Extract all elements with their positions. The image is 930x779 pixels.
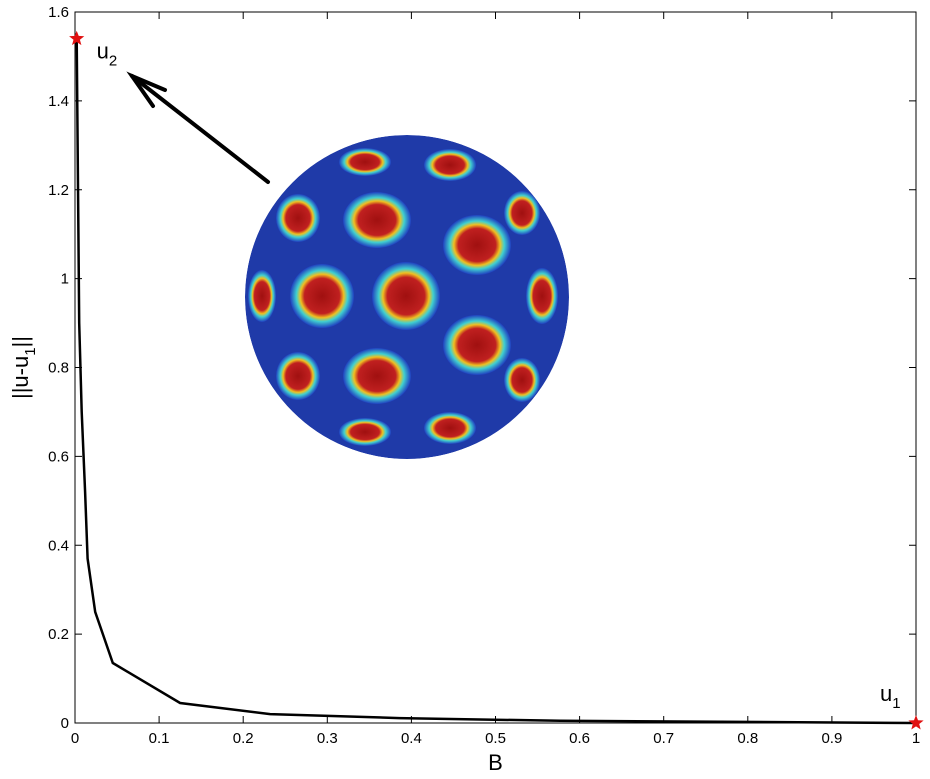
x-axis-label: B — [488, 750, 503, 774]
annotation: u2 — [97, 39, 118, 70]
y-tick-label: 0.4 — [48, 537, 69, 554]
y-tick-label: 0.6 — [48, 448, 69, 465]
x-tick-label: 0.9 — [821, 730, 842, 747]
y-tick-label: 0.8 — [48, 360, 69, 377]
y-axis-label-text: ||u-u — [8, 356, 33, 399]
x-tick-label: 1 — [912, 730, 920, 747]
y-axis-label: ||u-u1|| — [8, 336, 39, 399]
y-tick-label: 1.2 — [48, 182, 69, 199]
star-marker — [69, 30, 85, 46]
annotation-sub: 2 — [109, 53, 117, 70]
y-axis-label-suffix: || — [8, 336, 33, 347]
y-tick-label: 0 — [61, 715, 69, 732]
y-tick-label: 1.4 — [48, 93, 69, 110]
y-tick-label: 1.6 — [48, 4, 69, 21]
y-axis-label-sub: 1 — [22, 347, 39, 355]
data-line — [75, 38, 917, 725]
x-tick-label: 0.3 — [317, 730, 338, 747]
annotation-sub: 1 — [892, 695, 900, 712]
x-tick-label: 0.4 — [401, 730, 422, 747]
y-tick-label: 0.2 — [48, 626, 69, 643]
x-tick-label: 0.8 — [737, 730, 758, 747]
sphere-inset — [245, 135, 569, 459]
x-tick-label: 0.6 — [569, 730, 590, 747]
x-tick-label: 0.2 — [233, 730, 254, 747]
star-marker — [908, 715, 924, 730]
annotation: u1 — [880, 681, 901, 712]
annotation-text: u — [97, 39, 109, 64]
annotation-text: u — [880, 681, 892, 706]
x-tick-label: 0 — [71, 730, 79, 747]
x-tick-label: 0.5 — [485, 730, 506, 747]
x-tick-label: 0.7 — [653, 730, 674, 747]
x-tick-label: 0.1 — [149, 730, 170, 747]
arrow — [126, 71, 270, 184]
y-tick-label: 1 — [61, 271, 69, 288]
